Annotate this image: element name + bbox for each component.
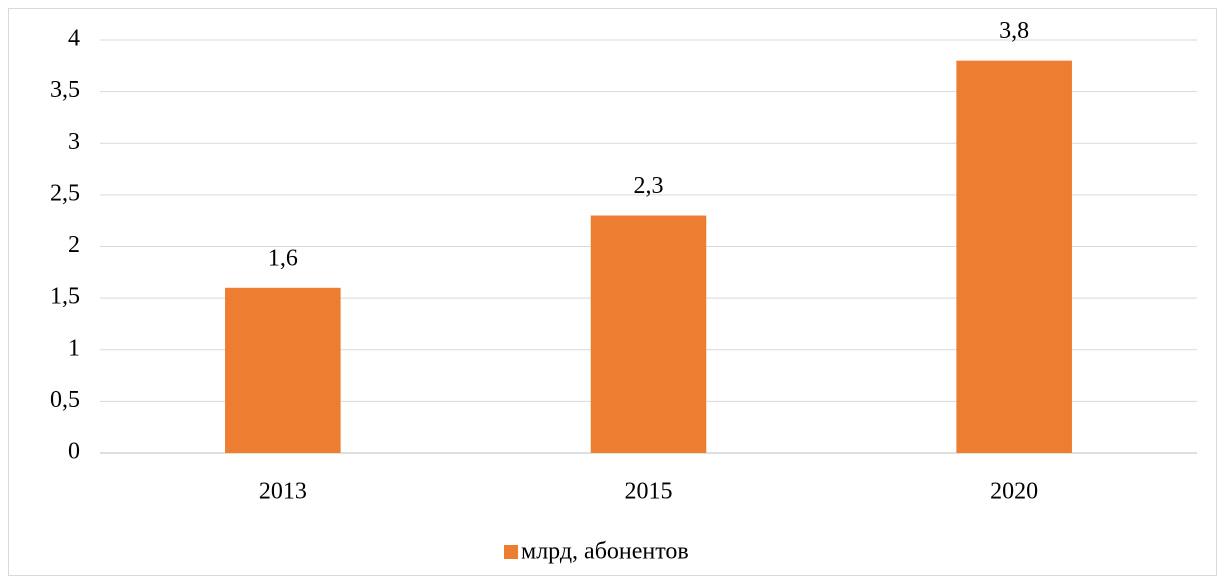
legend-swatch bbox=[504, 545, 518, 559]
data-label: 1,6 bbox=[268, 245, 298, 271]
y-tick-label: 0,5 bbox=[50, 387, 80, 413]
y-tick-label: 1 bbox=[68, 335, 80, 361]
chart-border bbox=[8, 8, 1217, 576]
y-tick-label: 3,5 bbox=[50, 77, 80, 103]
bar bbox=[225, 287, 341, 453]
x-tick-label: 2015 bbox=[625, 479, 673, 505]
y-tick-label: 1,5 bbox=[50, 284, 80, 310]
x-tick-label: 2020 bbox=[990, 479, 1038, 505]
x-tick-label: 2013 bbox=[259, 479, 307, 505]
bar bbox=[590, 215, 707, 453]
y-tick-label: 4 bbox=[68, 26, 80, 52]
data-label: 2,3 bbox=[634, 173, 664, 199]
y-tick-label: 0 bbox=[68, 439, 80, 465]
data-label: 3,8 bbox=[999, 18, 1029, 44]
y-tick-label: 3 bbox=[68, 129, 80, 155]
y-tick-label: 2 bbox=[68, 232, 80, 258]
bar bbox=[956, 60, 1072, 454]
y-tick-label: 2,5 bbox=[50, 180, 80, 206]
legend-label: млрд, абонентов bbox=[521, 539, 689, 565]
